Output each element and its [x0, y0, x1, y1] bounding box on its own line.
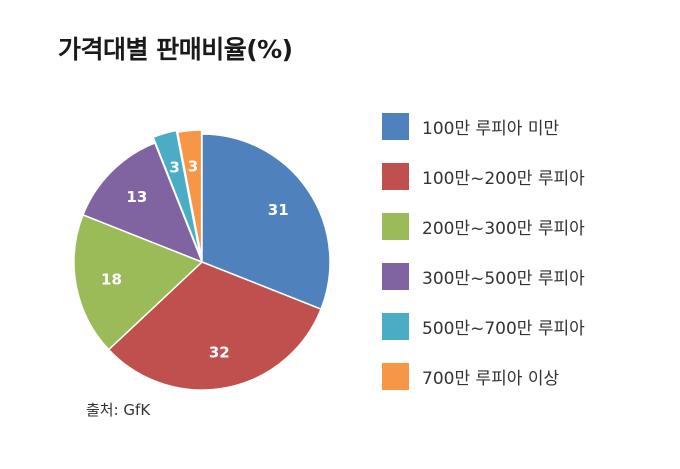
legend-label: 200만~300만 루피아: [422, 218, 585, 239]
slice-value-label: 3: [188, 157, 198, 175]
legend-label: 700만 루피아 이상: [422, 368, 560, 389]
legend-item: 200만~300만 루피아: [382, 212, 585, 240]
pie-slice: [82, 142, 204, 264]
legend-label: 500만~700만 루피아: [422, 318, 585, 339]
legend-label: 100만 루피아 미만: [422, 118, 560, 139]
legend-swatch: [382, 312, 409, 340]
pie-slice: [176, 129, 203, 259]
legend: 100만 루피아 미만 100만~200만 루피아 200만~300만 루피아 …: [382, 112, 585, 412]
legend-swatch: [382, 212, 409, 240]
legend-item: 100만 루피아 미만: [382, 112, 585, 140]
legend-item: 700만 루피아 이상: [382, 362, 585, 390]
legend-item: 300만~500만 루피아: [382, 262, 585, 290]
slice-value-label: 32: [209, 344, 230, 362]
legend-swatch: [382, 362, 409, 390]
legend-item: 500만~700만 루피아: [382, 312, 585, 340]
slice-value-label: 31: [268, 201, 289, 219]
legend-swatch: [382, 262, 409, 290]
legend-label: 100만~200만 루피아: [422, 168, 585, 189]
pie-slice: [201, 133, 331, 311]
source-note: 출처: GfK: [86, 401, 151, 419]
legend-item: 100만~200만 루피아: [382, 162, 585, 190]
pie-slice: [73, 213, 204, 351]
legend-label: 300만~500만 루피아: [422, 268, 585, 289]
slice-value-label: 13: [126, 188, 147, 206]
legend-swatch: [382, 112, 409, 140]
slice-value-label: 18: [101, 270, 122, 288]
legend-swatch: [382, 162, 409, 190]
chart-title: 가격대별 판매비율(%): [58, 35, 293, 64]
pie-slice: [152, 129, 202, 257]
slice-value-label: 3: [169, 159, 179, 177]
pie-slice: [107, 261, 322, 391]
